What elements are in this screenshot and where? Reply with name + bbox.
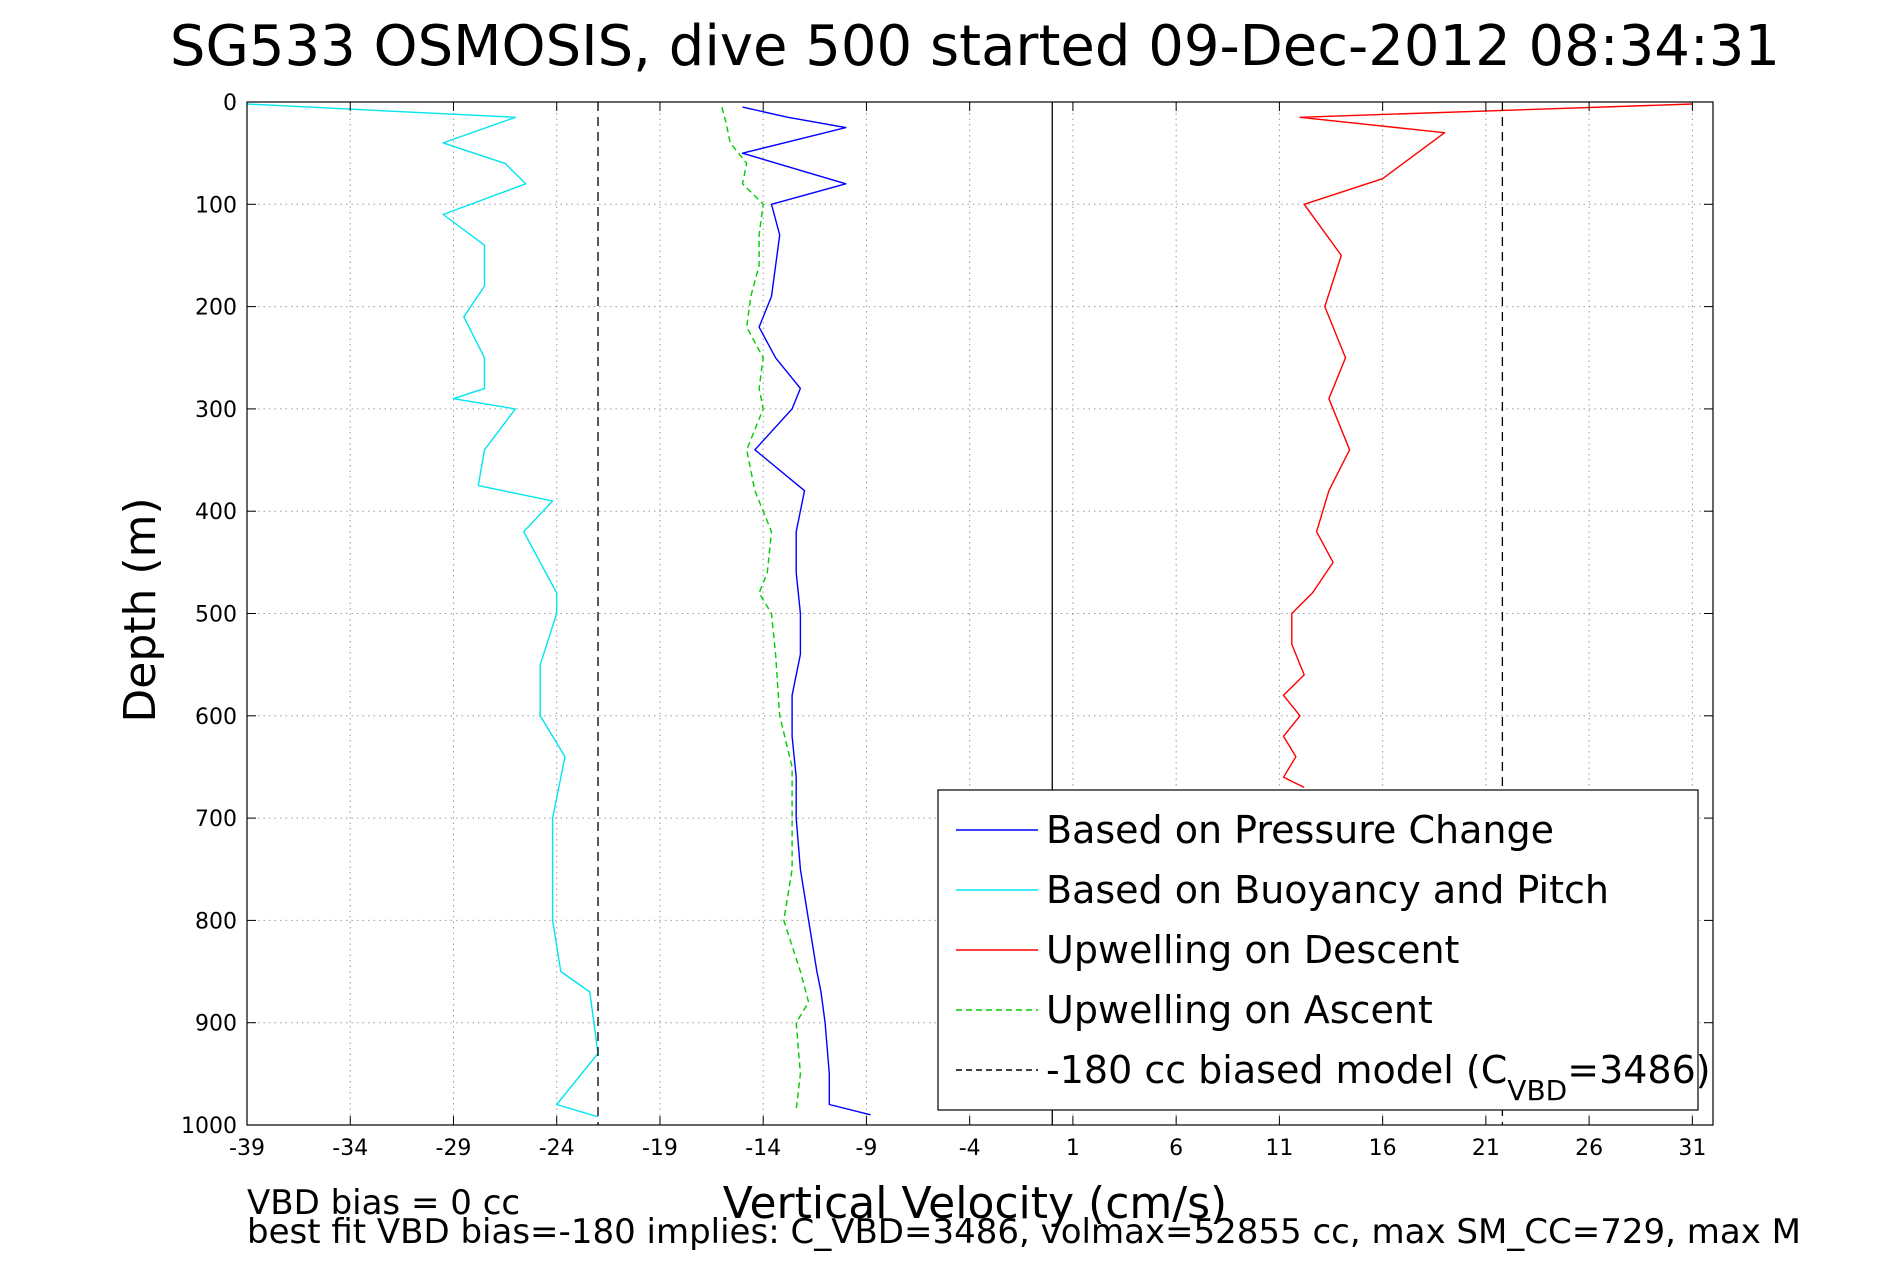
y-tick-label-10: 1000 [181, 1114, 237, 1139]
x-axis-label: Vertical Velocity (cm/s) [723, 1178, 1227, 1229]
legend: Based on Pressure Change Based on Buoyanc… [937, 789, 1711, 1111]
axis-ticks: -39 -34 -29 -24 -19 -14 -9 -4 1 6 11 16 21 26 31010020… [181, 91, 1713, 1161]
y-tick-label-6: 600 [195, 705, 237, 730]
legend-label-2: Upwelling on Descent [1046, 928, 1459, 972]
x-tick-label-6: -9 [855, 1136, 877, 1161]
x-tick-label-0: -39 [229, 1136, 265, 1161]
y-tick-label-7: 700 [195, 807, 237, 832]
x-tick-label-2: -29 [436, 1136, 472, 1161]
x-tick-label-10: 11 [1265, 1136, 1293, 1161]
legend-label-3: Upwelling on Ascent [1046, 988, 1433, 1032]
x-tick-label-9: 6 [1169, 1136, 1183, 1161]
y-tick-label-0: 0 [223, 91, 237, 116]
legend-label-0: Based on Pressure Change [1046, 808, 1554, 852]
series-line-3 [721, 106, 810, 1110]
legend-label-1: Based on Buoyancy and Pitch [1046, 868, 1609, 912]
y-tick-label-3: 300 [195, 398, 237, 423]
x-tick-label-7: -4 [959, 1136, 981, 1161]
x-tick-label-4: -19 [642, 1136, 678, 1161]
series-line-0 [741, 106, 871, 1116]
x-tick-label-14: 31 [1678, 1136, 1706, 1161]
y-tick-label-5: 500 [195, 603, 237, 628]
best-fit-note: best fit VBD bias=-180 implies: C_VBD=34… [247, 1212, 1801, 1252]
series-line-2 [1282, 103, 1693, 789]
y-tick-label-1: 100 [195, 193, 237, 218]
x-tick-label-5: -14 [745, 1136, 781, 1161]
vbd-bias-note: VBD bias = 0 cc [247, 1183, 520, 1223]
x-tick-label-13: 26 [1575, 1136, 1603, 1161]
y-tick-label-8: 800 [195, 909, 237, 934]
chart-title: SG533 OSMOSIS, dive 500 started 09-Dec-2… [170, 14, 1780, 79]
y-tick-label-9: 900 [195, 1012, 237, 1037]
x-tick-label-12: 21 [1472, 1136, 1500, 1161]
y-tick-label-2: 200 [195, 296, 237, 321]
legend-box [937, 789, 1699, 1111]
x-tick-label-1: -34 [332, 1136, 368, 1161]
x-tick-label-11: 16 [1369, 1136, 1397, 1161]
x-tick-label-8: 1 [1066, 1136, 1080, 1161]
x-tick-label-3: -24 [539, 1136, 575, 1161]
y-tick-label-4: 400 [195, 500, 237, 525]
series-lines [246, 102, 1693, 1125]
series-line-1 [246, 103, 599, 1118]
y-axis-label: Depth (m) [115, 497, 166, 722]
